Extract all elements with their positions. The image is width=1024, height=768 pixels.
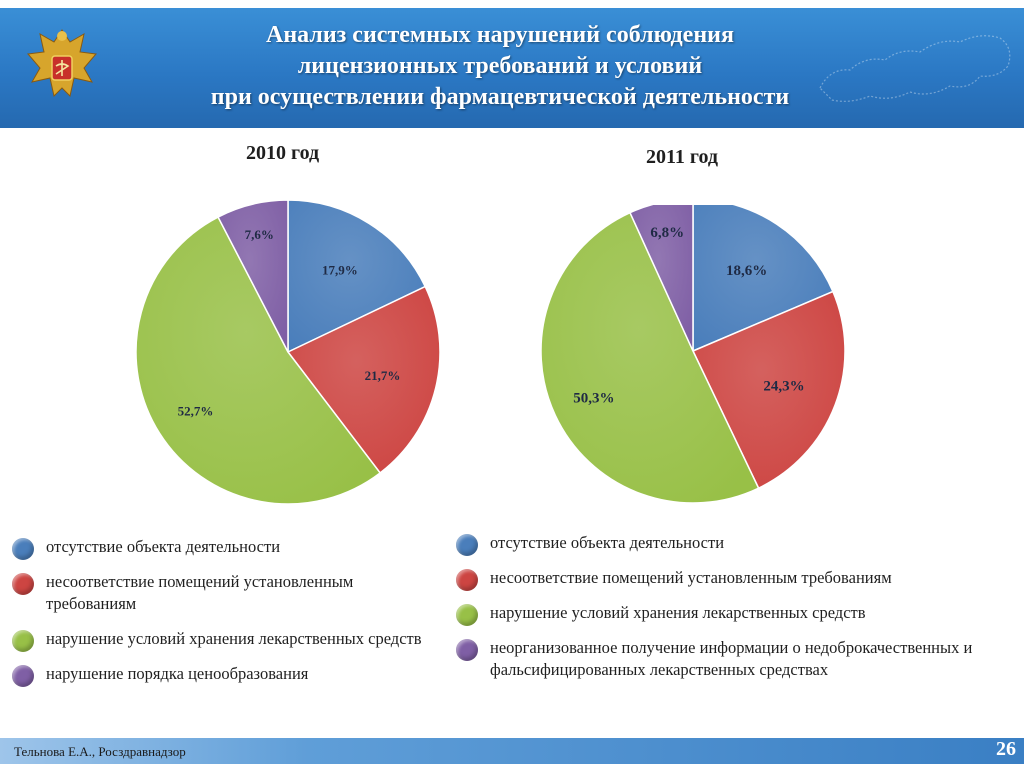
russia-map-watermark <box>819 35 1011 102</box>
footer-bar: Тельнова Е.А., Росздравнадзор 26 <box>0 738 1024 764</box>
pie-data-label: 17,9% <box>322 263 358 278</box>
pie-slice <box>691 290 846 490</box>
legend-label: нарушение условий хранения лекарственных… <box>46 629 422 648</box>
pie-data-label: 52,7% <box>178 404 214 419</box>
legend-item: нарушение порядка ценообразования <box>12 663 442 687</box>
pie-data-label: 7,6% <box>245 227 274 242</box>
title-line-1: Анализ системных нарушений соблюдения <box>266 22 734 48</box>
pie-slice <box>692 205 834 353</box>
legend-marker <box>456 604 478 626</box>
legend-marker <box>456 534 478 556</box>
chart-title-2011: 2011 год <box>646 146 719 168</box>
legend-item: отсутствие объекта деятельности <box>12 536 442 560</box>
legend-label: несоответствие помещений установленным т… <box>46 572 354 613</box>
pie-chart-2011: 18,6% 24,3% 50,3% 6,8% <box>540 205 846 504</box>
legend-marker <box>12 573 34 595</box>
pie-data-label: 18,6% <box>726 263 767 279</box>
pie-slice <box>286 285 441 474</box>
pie-slice <box>135 216 382 505</box>
legend-marker <box>456 639 478 661</box>
page-number: 26 <box>996 738 1016 760</box>
legend-label: нарушение порядка ценообразования <box>46 664 309 683</box>
legend-2010: отсутствие объекта деятельности несоотве… <box>12 536 442 698</box>
legend-label: отсутствие объекта деятельности <box>490 533 725 552</box>
legend-marker <box>456 569 478 591</box>
legend-item: нарушение условий хранения лекарственных… <box>12 628 442 652</box>
title-line-3: при осуществлении фармацевтической деяте… <box>210 84 790 110</box>
legend-2011: отсутствие объекта деятельности несоотве… <box>456 532 1016 694</box>
legend-item: несоответствие помещений установленным т… <box>12 571 442 615</box>
legend-item: несоответствие помещений установленным т… <box>456 567 1016 591</box>
legend-marker <box>12 665 34 687</box>
pie-data-label: 21,7% <box>365 368 401 383</box>
footer-author: Тельнова Е.А., Росздравнадзор <box>14 744 186 759</box>
pie-data-label: 6,8% <box>650 225 684 241</box>
legend-label: нарушение условий хранения лекарственных… <box>490 603 866 622</box>
legend-item: отсутствие объекта деятельности <box>456 532 1016 556</box>
header-banner: Анализ системных нарушений соблюдения ли… <box>0 8 1024 128</box>
pie-chart-2010: 17,9% 21,7% 52,7% 7,6% <box>135 200 441 505</box>
coat-of-arms-icon <box>27 29 97 97</box>
legend-label: несоответствие помещений установленным т… <box>490 568 892 587</box>
pie-data-label: 24,3% <box>763 378 804 394</box>
chart-title-2010: 2010 год <box>246 142 320 164</box>
pie-data-label: 50,3% <box>573 390 614 406</box>
legend-marker <box>12 538 34 560</box>
pie-slice <box>287 200 427 354</box>
legend-marker <box>12 630 34 652</box>
legend-label: отсутствие объекта деятельности <box>46 537 281 556</box>
pie-slice <box>217 200 289 353</box>
pie-slice <box>540 211 760 504</box>
legend-label: неорганизованное получение информации о … <box>490 638 973 679</box>
pie-slice <box>629 205 694 352</box>
legend-item: неорганизованное получение информации о … <box>456 637 1016 681</box>
title-line-2: лицензионных требований и условий <box>297 53 703 79</box>
legend-item: нарушение условий хранения лекарственных… <box>456 602 1016 626</box>
page-title: Анализ системных нарушений соблюдения ли… <box>110 20 890 113</box>
